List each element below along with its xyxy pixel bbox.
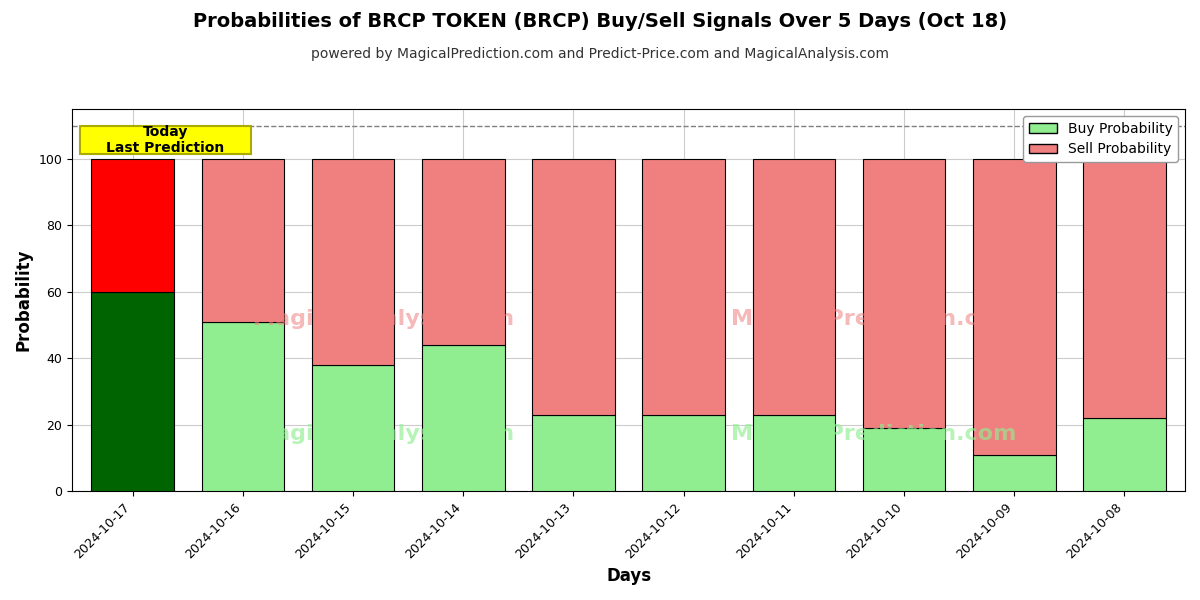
Bar <box>863 159 946 428</box>
Bar <box>532 415 614 491</box>
Bar <box>532 159 614 415</box>
Bar <box>312 159 395 365</box>
Bar <box>422 345 505 491</box>
Text: MagicalPrediction.com: MagicalPrediction.com <box>731 424 1016 444</box>
Bar <box>91 292 174 491</box>
X-axis label: Days: Days <box>606 567 652 585</box>
Bar <box>202 322 284 491</box>
Bar <box>1084 159 1165 418</box>
Bar <box>973 159 1056 455</box>
Bar <box>642 415 725 491</box>
FancyBboxPatch shape <box>80 125 251 154</box>
Bar <box>202 159 284 322</box>
Bar <box>642 159 725 415</box>
Text: MagicalAnalysis.com: MagicalAnalysis.com <box>253 424 515 444</box>
Bar <box>422 159 505 345</box>
Text: MagicalPrediction.com: MagicalPrediction.com <box>731 309 1016 329</box>
Bar <box>973 455 1056 491</box>
Bar <box>1084 418 1165 491</box>
Bar <box>91 159 174 292</box>
Bar <box>752 415 835 491</box>
Bar <box>863 428 946 491</box>
Text: Probabilities of BRCP TOKEN (BRCP) Buy/Sell Signals Over 5 Days (Oct 18): Probabilities of BRCP TOKEN (BRCP) Buy/S… <box>193 12 1007 31</box>
Bar <box>312 365 395 491</box>
Y-axis label: Probability: Probability <box>16 249 34 352</box>
Text: Today
Last Prediction: Today Last Prediction <box>106 125 224 155</box>
Text: powered by MagicalPrediction.com and Predict-Price.com and MagicalAnalysis.com: powered by MagicalPrediction.com and Pre… <box>311 47 889 61</box>
Bar <box>752 159 835 415</box>
Legend: Buy Probability, Sell Probability: Buy Probability, Sell Probability <box>1024 116 1178 162</box>
Text: MagicalAnalysis.com: MagicalAnalysis.com <box>253 309 515 329</box>
